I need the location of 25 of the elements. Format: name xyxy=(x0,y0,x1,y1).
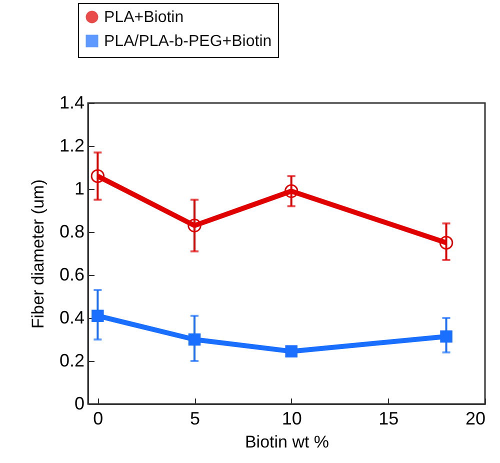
y-tick-label: 0.4 xyxy=(59,308,84,328)
legend-label: PLA/PLA-b-PEG+Biotin xyxy=(104,33,272,50)
point xyxy=(90,169,105,183)
legend-label: PLA+Biotin xyxy=(104,9,184,26)
x-tick-label: 15 xyxy=(378,408,399,428)
y-tick-label: 0.8 xyxy=(59,222,84,242)
y-tick-label: 0 xyxy=(74,394,84,414)
y-tick-label: 1 xyxy=(74,178,84,198)
x-tick-label: 5 xyxy=(190,408,200,428)
y-tick-label: 1.2 xyxy=(59,136,84,156)
x-tick-label: 20 xyxy=(465,408,486,428)
point xyxy=(284,184,298,198)
point xyxy=(439,236,454,250)
point xyxy=(440,330,452,343)
x-tick-label: 10 xyxy=(282,408,302,428)
x-axis-title: Biotin wt % xyxy=(244,432,330,452)
point xyxy=(188,333,201,346)
y-tick-label: 1.4 xyxy=(59,92,84,112)
y-tick-label: 0.6 xyxy=(59,264,84,284)
x-tick-label: 0 xyxy=(93,408,104,428)
point xyxy=(188,218,202,232)
point xyxy=(285,345,298,358)
y-axis-title: Fiber diameter (um) xyxy=(28,179,48,329)
point xyxy=(92,310,104,322)
y-tick-label: 0.2 xyxy=(59,350,84,370)
